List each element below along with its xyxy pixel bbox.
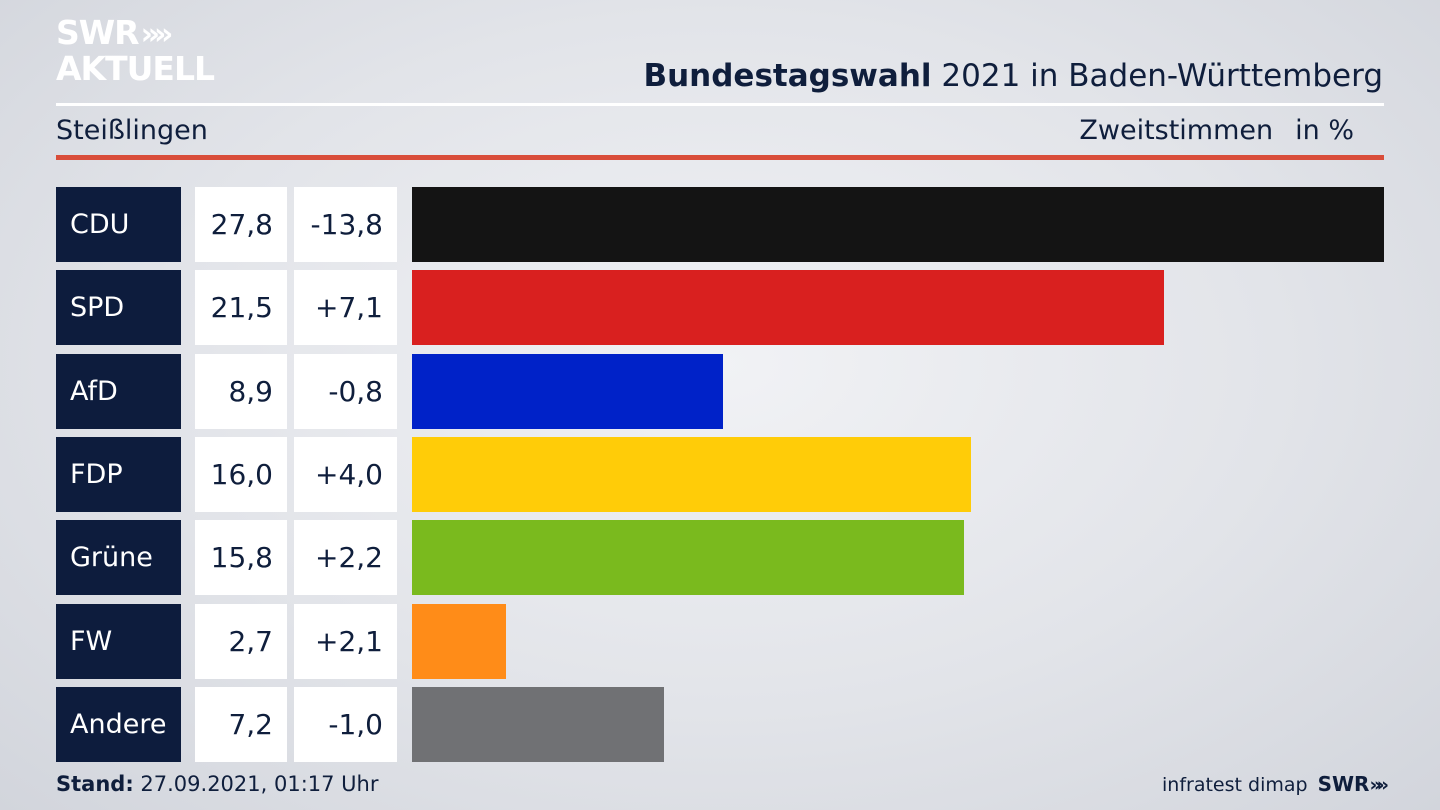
result-bar — [412, 686, 664, 762]
vote-share-label: 8,9 — [195, 353, 287, 429]
result-bar — [412, 270, 1164, 346]
vote-share-label: 7,2 — [195, 686, 287, 762]
change-label: +7,1 — [294, 270, 397, 346]
result-bar — [412, 436, 972, 512]
source-brand: SWR — [1317, 772, 1370, 796]
change-label: +4,0 — [294, 436, 397, 512]
source-credit: infratest dimap SWR»» — [1162, 772, 1389, 796]
party-label: Grüne — [56, 520, 181, 596]
party-label: SPD — [56, 270, 181, 346]
vote-share-label: 27,8 — [195, 187, 287, 262]
result-row: Andere 7,2 -1,0 — [56, 686, 1384, 762]
result-row: Grüne 15,8 +2,2 — [56, 520, 1384, 596]
result-row: SPD 21,5 +7,1 — [56, 270, 1384, 346]
header-divider — [56, 103, 1384, 106]
result-row: CDU 27,8 -13,8 — [56, 187, 1384, 262]
party-label: FW — [56, 603, 181, 679]
result-row: AfD 8,9 -0,8 — [56, 353, 1384, 429]
subheader-divider — [56, 155, 1384, 160]
vote-share-label: 21,5 — [195, 270, 287, 346]
change-label: -13,8 — [294, 187, 397, 262]
change-label: +2,2 — [294, 520, 397, 596]
party-label: FDP — [56, 436, 181, 512]
logo-line-aktuell: AKTUELL — [56, 49, 215, 88]
source-name: infratest dimap — [1162, 774, 1308, 796]
change-label: -1,0 — [294, 686, 397, 762]
result-row: FDP 16,0 +4,0 — [56, 436, 1384, 512]
results-bar-chart: CDU 27,8 -13,8 SPD 21,5 +7,1 AfD 8,9 -0,8 FDP 16,0… — [56, 187, 1384, 762]
party-label: AfD — [56, 353, 181, 429]
logo-line-swr: SWR»» — [56, 13, 174, 52]
change-label: -0,8 — [294, 353, 397, 429]
party-label: CDU — [56, 187, 181, 262]
result-bar — [412, 520, 965, 596]
result-bar — [412, 353, 724, 429]
result-bar — [412, 603, 507, 679]
swr-aktuell-logo: SWR»» AKTUELL — [56, 16, 226, 90]
place-name: Steißlingen — [56, 115, 208, 146]
result-bar — [412, 187, 1384, 262]
metric-label: Zweitstimmen in % — [1079, 115, 1354, 146]
vote-share-label: 15,8 — [195, 520, 287, 596]
metric-name: Zweitstimmen — [1079, 115, 1274, 146]
vote-share-label: 2,7 — [195, 603, 287, 679]
timestamp: Stand: 27.09.2021, 01:17 Uhr — [56, 772, 379, 796]
vote-share-label: 16,0 — [195, 436, 287, 512]
metric-unit: in % — [1295, 115, 1354, 146]
party-label: Andere — [56, 686, 181, 762]
logo-chevron-icon: » — [140, 17, 161, 52]
result-row: FW 2,7 +2,1 — [56, 603, 1384, 679]
page-title: Bundestagswahl 2021 in Baden-Württemberg — [643, 58, 1383, 94]
source-chevron-icon: »» — [1369, 774, 1389, 796]
change-label: +2,1 — [294, 603, 397, 679]
